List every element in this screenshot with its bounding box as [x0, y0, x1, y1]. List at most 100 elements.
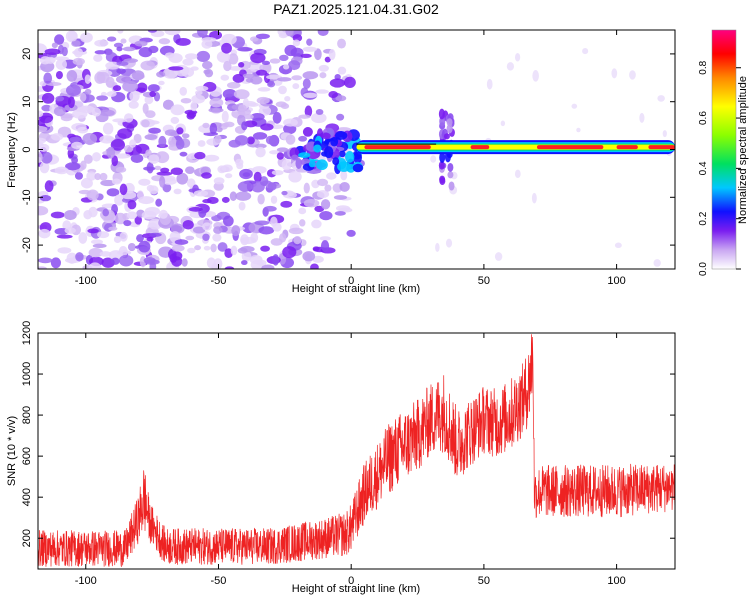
heatmap-blob — [221, 33, 237, 45]
heatmap-blob — [435, 242, 440, 252]
heatmap-blob — [53, 106, 66, 117]
heatmap-blob — [66, 252, 78, 264]
heatmap-blob — [209, 123, 218, 135]
heatmap-blob — [173, 188, 182, 195]
heatmap-blob — [80, 177, 93, 189]
heatmap-blob — [298, 207, 307, 215]
heatmap-blob — [133, 133, 142, 144]
heatmap-blob — [316, 178, 329, 187]
heatmap-blob — [99, 172, 108, 181]
heatmap-blob — [175, 138, 185, 150]
heatmap-blob — [285, 30, 295, 37]
heatmap-blob — [254, 143, 267, 149]
heatmap-blob — [302, 71, 319, 80]
x-tick-label: -100 — [75, 275, 97, 287]
heatmap-blob — [242, 100, 257, 107]
heatmap-blob — [346, 229, 356, 237]
heatmap-blob — [639, 112, 645, 123]
heatmap-blob — [43, 72, 53, 84]
heatmap-blob — [267, 182, 277, 191]
heatmap-blob — [270, 195, 278, 204]
heatmap-blob — [288, 60, 301, 71]
heatmap-blob — [63, 210, 77, 221]
heatmap-blob — [69, 136, 81, 143]
x-tick-label: 50 — [478, 275, 490, 287]
heatmap-blob — [217, 165, 227, 174]
heatmap-blob — [179, 151, 188, 157]
heatmap-blob — [265, 135, 275, 145]
heatmap-blob — [255, 146, 266, 158]
heatmap-blob — [285, 134, 296, 145]
heatmap-blob — [105, 137, 114, 142]
heatmap-blob — [201, 61, 213, 70]
spectrogram-y-axis: -20 -10 0 10 20 — [21, 48, 675, 253]
heatmap-blob — [582, 48, 589, 55]
heatmap-blob — [319, 210, 333, 221]
heatmap-blob — [446, 118, 453, 127]
heatmap-blob — [127, 242, 136, 252]
heatmap-blob — [228, 53, 239, 65]
heatmap-blob — [261, 60, 271, 65]
heatmap-blob — [335, 95, 347, 102]
heatmap-blob — [333, 195, 348, 200]
colorbar-tick-label: 0.8 — [698, 60, 709, 74]
snr-y-axis: 200 400 600 800 1000 1200 — [21, 321, 675, 547]
heatmap-blob — [190, 101, 198, 112]
heatmap-blob — [337, 66, 347, 75]
heatmap-blob — [38, 205, 49, 216]
heatmap-blob — [73, 48, 84, 58]
heatmap-blob — [38, 257, 53, 264]
heatmap-blob — [234, 135, 249, 146]
heatmap-blob — [185, 235, 195, 241]
heatmap-blob — [237, 247, 248, 254]
y-tick-label: -10 — [21, 189, 33, 205]
heatmap-blob — [231, 225, 241, 237]
heatmap-blob — [55, 95, 65, 102]
y-tick-label: 1200 — [21, 321, 33, 345]
heatmap-blob — [207, 196, 219, 204]
heatmap-blob — [50, 133, 64, 141]
heatmap-blob — [283, 118, 298, 127]
heatmap-blob — [94, 172, 101, 181]
colorbar-tick-label: 0.0 — [698, 262, 709, 276]
heatmap-blob — [44, 180, 54, 193]
heatmap-blob — [258, 226, 275, 235]
heatmap-blob — [295, 158, 302, 169]
heatmap-blob — [345, 150, 355, 163]
spectrogram-y-label: Frequency (Hz) — [6, 112, 18, 188]
heatmap-blob — [279, 54, 289, 62]
heatmap-blob — [83, 154, 93, 164]
heatmap-blob — [272, 254, 280, 266]
heatmap-blob — [337, 38, 346, 49]
heatmap-blob — [447, 171, 454, 179]
heatmap-blob — [71, 40, 81, 47]
heatmap-blob — [629, 70, 636, 80]
heatmap-blob — [164, 30, 181, 36]
heatmap-blob — [281, 190, 288, 196]
x-tick-label: -50 — [211, 575, 227, 587]
heatmap-blob — [439, 151, 446, 163]
heatmap-blob — [246, 136, 255, 145]
heatmap-blob — [54, 56, 69, 61]
heatmap-blob — [256, 96, 270, 105]
heatmap-blob — [263, 205, 277, 212]
heatmap-blob — [445, 238, 453, 248]
heatmap-blob — [84, 88, 92, 95]
heatmap-blob — [129, 90, 140, 102]
heatmap-blob — [138, 240, 151, 253]
signal-peak — [364, 145, 431, 150]
heatmap-blob — [102, 208, 110, 217]
heatmap-blob — [209, 97, 224, 108]
heatmap-blob — [240, 234, 250, 246]
heatmap-blob — [439, 177, 446, 186]
heatmap-blob — [221, 122, 230, 127]
heatmap-blob — [155, 198, 163, 207]
heatmap-blob — [653, 259, 661, 267]
heatmap-blob — [112, 118, 128, 123]
snr-x-label: Height of straight line (km) — [292, 583, 420, 595]
heatmap-blob — [223, 215, 234, 227]
heatmap-blob — [284, 96, 291, 102]
heatmap-blob — [271, 170, 284, 176]
heatmap-blob — [111, 155, 118, 167]
y-tick-label: 800 — [21, 406, 33, 424]
